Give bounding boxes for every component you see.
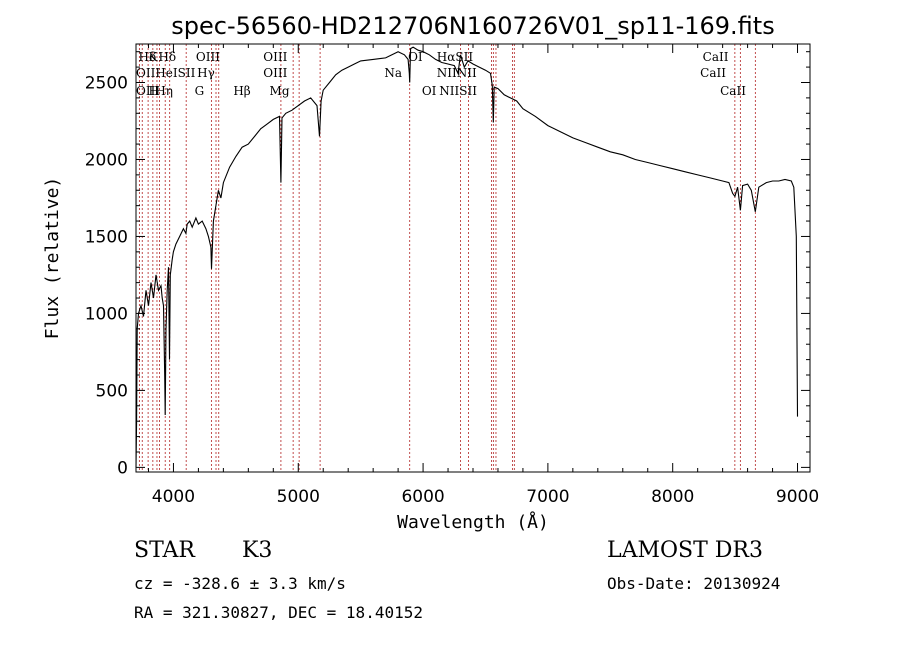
x-tick-label: 9000 [776, 487, 819, 507]
line-label: OIIHη [136, 84, 173, 98]
x-tick-label: 8000 [651, 487, 694, 507]
y-tick-label: 2500 [85, 73, 128, 93]
line-label: OI [422, 84, 437, 98]
observation-date: Obs-Date: 20130924 [607, 574, 781, 593]
line-label: OIII [263, 66, 287, 80]
x-axis-label: Wavelength (Å) [397, 511, 549, 533]
spectral-subclass: K3 [242, 538, 273, 563]
x-tick-label: 4000 [152, 487, 195, 507]
line-label: NIINII [437, 66, 477, 80]
line-label: Na [384, 66, 402, 80]
spectrum-line [135, 46, 799, 468]
x-tick-label: 6000 [401, 487, 444, 507]
line-label: NIISII [439, 84, 477, 98]
emission-line-labels: HδK Hδ OIII OIII OI HαSII CaII OIIHeISII Hγ OIII N… [136, 50, 746, 98]
line-label: Hβ [233, 84, 250, 98]
y-axis-ticks: 0 500 1000 1500 2000 2500 [85, 51, 810, 478]
line-label: H [148, 84, 158, 98]
line-label: OIIHeISII [136, 66, 196, 80]
y-tick-label: 2000 [85, 150, 128, 170]
line-label: Hγ [197, 66, 215, 80]
y-tick-label: 1500 [85, 227, 128, 247]
y-axis-label: Flux (relative) [42, 177, 63, 340]
line-label: Hδ [158, 50, 176, 64]
survey-name: LAMOST DR3 [607, 538, 763, 563]
line-label: Hδ [138, 50, 156, 64]
x-tick-label: 5000 [277, 487, 320, 507]
y-tick-label: 1000 [85, 304, 128, 324]
line-label: OI [408, 50, 423, 64]
line-label: HαSII [437, 50, 474, 64]
y-tick-label: 500 [96, 381, 128, 401]
line-label: OIII [196, 50, 220, 64]
plot-frame [135, 43, 811, 473]
line-label: OIII [263, 50, 287, 64]
line-label: Mg [270, 84, 290, 98]
line-label: K [148, 50, 158, 64]
emission-line-markers [138, 44, 756, 472]
x-axis-ticks: 4000 5000 6000 7000 8000 9000 [147, 44, 819, 507]
line-label: CaII [703, 50, 729, 64]
line-label: CaII [720, 84, 746, 98]
x-tick-label: 7000 [526, 487, 569, 507]
coordinates: RA = 321.30827, DEC = 18.40152 [134, 603, 423, 622]
line-label: CaII [700, 66, 726, 80]
redshift-value: cz = -328.6 ± 3.3 km/s [134, 574, 346, 593]
object-class: STAR [134, 538, 195, 563]
chart-title: spec-56560-HD212706N160726V01_sp11-169.f… [171, 12, 774, 40]
line-label: G [195, 84, 205, 98]
y-tick-label: 0 [117, 458, 128, 478]
